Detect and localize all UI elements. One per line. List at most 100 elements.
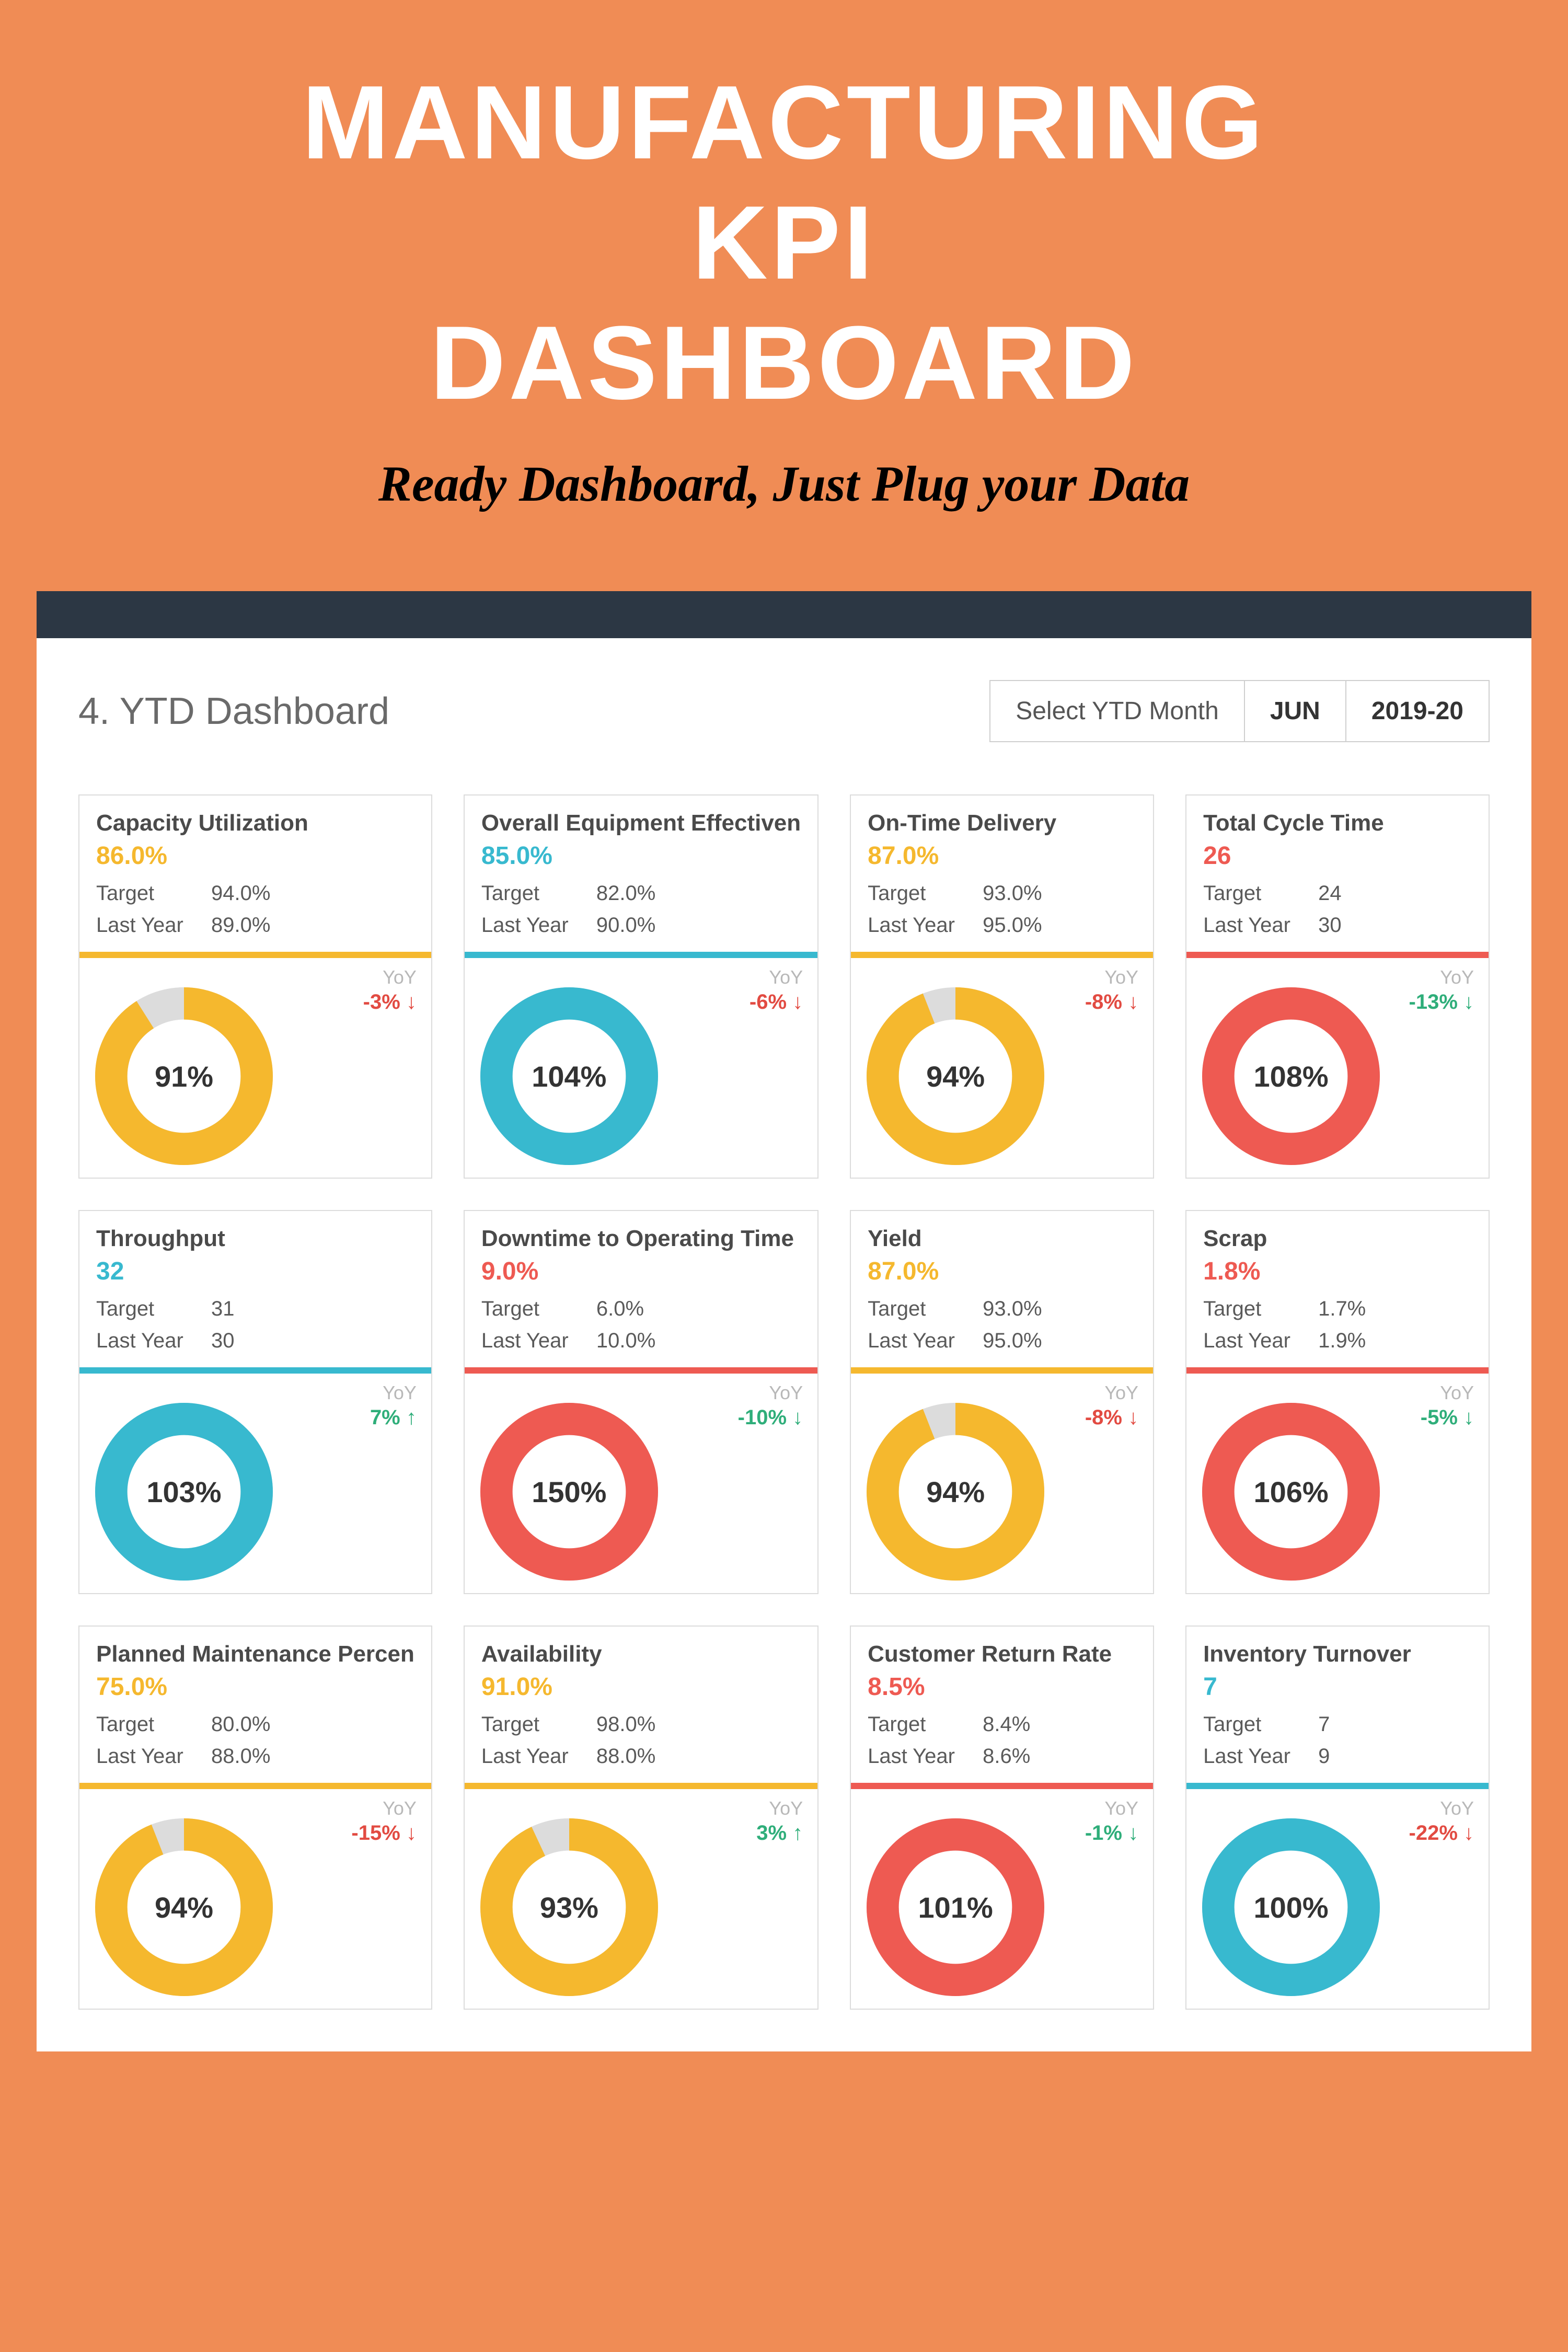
card-divider (851, 952, 1153, 958)
card-top: Inventory Turnover 7 Target 7 Last Year … (1186, 1627, 1489, 1783)
yoy-label: YoY (1409, 1797, 1474, 1819)
yoy-value: -3% ↓ (363, 990, 417, 1014)
donut-center-text: 101% (867, 1818, 1044, 1996)
target-label: Target (96, 882, 211, 905)
selector-year[interactable]: 2019-20 (1345, 681, 1489, 741)
target-value: 1.7% (1318, 1297, 1366, 1321)
donut-chart: 93% (480, 1818, 658, 1996)
target-label: Target (1203, 1297, 1318, 1321)
kpi-card: Yield 87.0% Target 93.0% Last Year 95.0%… (850, 1210, 1154, 1594)
target-label: Target (868, 882, 983, 905)
lastyear-value: 30 (1318, 914, 1342, 937)
card-target-row: Target 7 (1203, 1709, 1472, 1740)
yoy-block: YoY -10% ↓ (738, 1382, 803, 1429)
donut-chart: 91% (95, 987, 273, 1165)
target-label: Target (868, 1297, 983, 1321)
card-lastyear-row: Last Year 30 (1203, 909, 1472, 941)
card-target-row: Target 24 (1203, 878, 1472, 909)
card-target-row: Target 8.4% (868, 1709, 1136, 1740)
card-top: Overall Equipment Effectiven 85.0% Targe… (465, 795, 817, 952)
donut-chart: 100% (1202, 1818, 1380, 1996)
donut-center-text: 103% (95, 1403, 273, 1581)
target-label: Target (868, 1713, 983, 1736)
card-top: Downtime to Operating Time 9.0% Target 6… (465, 1211, 817, 1367)
yoy-value: -6% ↓ (750, 990, 803, 1014)
lastyear-value: 88.0% (596, 1745, 655, 1768)
card-top: Capacity Utilization 86.0% Target 94.0% … (79, 795, 431, 952)
kpi-grid: Capacity Utilization 86.0% Target 94.0% … (37, 763, 1531, 2051)
card-lastyear-row: Last Year 89.0% (96, 909, 414, 941)
panel-topbar (37, 591, 1531, 638)
yoy-label: YoY (351, 1797, 417, 1819)
card-divider (465, 1367, 817, 1374)
donut-center-text: 100% (1202, 1818, 1380, 1996)
hero-title-line3: DASHBOARD (31, 303, 1537, 423)
card-title: Yield (868, 1226, 1136, 1252)
donut-center-text: 150% (480, 1403, 658, 1581)
donut-chart: 108% (1202, 987, 1380, 1165)
yoy-block: YoY 3% ↑ (756, 1797, 803, 1845)
yoy-block: YoY -13% ↓ (1409, 966, 1474, 1014)
donut-center-text: 93% (480, 1818, 658, 1996)
yoy-label: YoY (738, 1382, 803, 1404)
target-value: 82.0% (596, 882, 655, 905)
target-value: 6.0% (596, 1297, 644, 1321)
card-value: 7 (1203, 1673, 1472, 1701)
card-lastyear-row: Last Year 88.0% (481, 1740, 801, 1772)
card-divider (465, 1783, 817, 1789)
donut-chart: 94% (867, 1403, 1044, 1581)
selector-month[interactable]: JUN (1244, 681, 1345, 741)
kpi-card: On-Time Delivery 87.0% Target 93.0% Last… (850, 794, 1154, 1179)
card-divider (465, 952, 817, 958)
card-divider (851, 1783, 1153, 1789)
lastyear-value: 8.6% (983, 1745, 1030, 1768)
card-top: Yield 87.0% Target 93.0% Last Year 95.0% (851, 1211, 1153, 1367)
card-lastyear-row: Last Year 30 (96, 1325, 414, 1357)
kpi-card: Overall Equipment Effectiven 85.0% Targe… (464, 794, 818, 1179)
card-value: 75.0% (96, 1673, 414, 1701)
card-value: 32 (96, 1257, 414, 1286)
donut-chart: 103% (95, 1403, 273, 1581)
card-value: 87.0% (868, 841, 1136, 870)
donut-center-text: 104% (480, 987, 658, 1165)
lastyear-value: 9 (1318, 1745, 1330, 1768)
card-top: Throughput 32 Target 31 Last Year 30 (79, 1211, 431, 1367)
card-divider (79, 952, 431, 958)
card-target-row: Target 6.0% (481, 1293, 801, 1325)
yoy-value: -1% ↓ (1085, 1821, 1138, 1845)
card-divider (79, 1367, 431, 1374)
card-value: 1.8% (1203, 1257, 1472, 1286)
card-value: 85.0% (481, 841, 801, 870)
lastyear-value: 89.0% (211, 914, 270, 937)
card-target-row: Target 98.0% (481, 1709, 801, 1740)
yoy-block: YoY -8% ↓ (1085, 1382, 1138, 1429)
lastyear-label: Last Year (96, 1745, 211, 1768)
yoy-label: YoY (1085, 966, 1138, 988)
donut-center-text: 94% (95, 1818, 273, 1996)
card-bottom: YoY -10% ↓ 150% (465, 1374, 817, 1593)
card-title: Availability (481, 1641, 801, 1667)
card-lastyear-row: Last Year 95.0% (868, 1325, 1136, 1357)
lastyear-value: 95.0% (983, 914, 1042, 937)
lastyear-label: Last Year (96, 914, 211, 937)
yoy-block: YoY -1% ↓ (1085, 1797, 1138, 1845)
yoy-value: -15% ↓ (351, 1821, 417, 1845)
card-title: Inventory Turnover (1203, 1641, 1472, 1667)
lastyear-label: Last Year (1203, 1745, 1318, 1768)
kpi-card: Total Cycle Time 26 Target 24 Last Year … (1185, 794, 1490, 1179)
card-lastyear-row: Last Year 95.0% (868, 909, 1136, 941)
card-bottom: YoY -13% ↓ 108% (1186, 958, 1489, 1178)
card-title: On-Time Delivery (868, 810, 1136, 836)
donut-chart: 101% (867, 1818, 1044, 1996)
lastyear-label: Last Year (96, 1329, 211, 1353)
panel-header: 4. YTD Dashboard Select YTD Month JUN 20… (37, 638, 1531, 763)
card-value: 91.0% (481, 1673, 801, 1701)
target-label: Target (1203, 882, 1318, 905)
yoy-value: 7% ↑ (370, 1406, 417, 1429)
lastyear-label: Last Year (481, 1329, 596, 1353)
yoy-block: YoY -5% ↓ (1421, 1382, 1474, 1429)
yoy-block: YoY -3% ↓ (363, 966, 417, 1014)
card-bottom: YoY -22% ↓ 100% (1186, 1789, 1489, 2009)
card-title: Total Cycle Time (1203, 810, 1472, 836)
card-bottom: YoY -8% ↓ 94% (851, 1374, 1153, 1593)
